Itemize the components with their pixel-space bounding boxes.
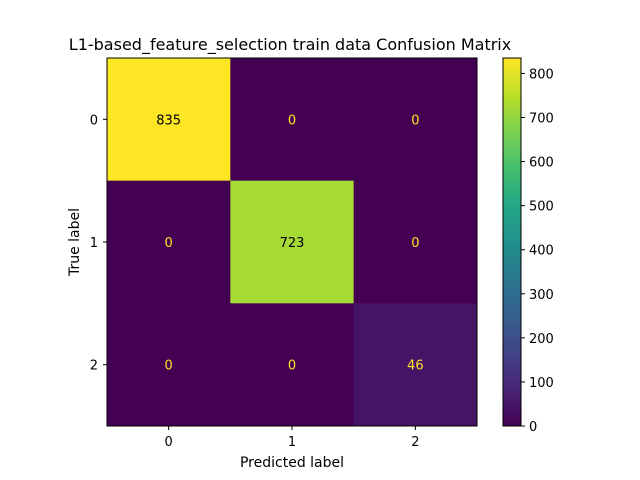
colorbar-tick-label: 500 [529,200,554,215]
colorbar-tick-label: 400 [529,244,554,259]
cell-value-label: 835 [156,113,181,128]
heatmap-cell [353,180,478,304]
colorbar [502,57,522,427]
y-tick-label: 1 [90,236,98,251]
y-axis-label: True label [67,208,83,277]
colorbar-tick-label: 600 [529,156,554,171]
x-tick-label: 1 [288,435,296,450]
heatmap-cell [107,58,231,182]
colorbar-tick-label: 0 [529,420,537,435]
x-tick-label: 2 [411,435,419,450]
colorbar-tick-label: 300 [529,288,554,303]
colorbar-tick-label: 800 [529,67,554,82]
colorbar-tick-label: 700 [529,111,554,126]
heatmap-cell [353,303,478,427]
heatmap-cell [107,180,231,304]
heatmap-cell [107,303,231,427]
cell-value-label: 0 [411,113,419,128]
chart-title: L1-based_feature_selection train data Co… [69,35,511,55]
x-tick-label: 0 [165,435,173,450]
cell-value-labels: 835 0 0 0 723 0 0 0 46 [156,113,423,373]
cell-value-label: 0 [288,113,296,128]
y-tick-label: 2 [90,359,98,374]
colorbar-ticks: 0 100 200 300 400 500 600 700 800 [521,67,554,435]
y-axis-ticks: 0 1 2 [90,113,107,374]
x-axis-label: Predicted label [240,455,344,471]
y-tick-label: 0 [90,113,98,128]
colorbar-tick-label: 100 [529,376,554,391]
cell-value-label: 0 [165,236,173,251]
cell-value-label: 0 [288,359,296,374]
cell-value-label: 0 [165,359,173,374]
x-axis-ticks: 0 1 2 [165,426,419,450]
colorbar-tick-label: 200 [529,332,554,347]
heatmap-cells [107,58,478,427]
cell-value-label: 46 [407,359,424,374]
heatmap-cell [230,180,355,304]
cell-value-label: 0 [411,236,419,251]
cell-value-label: 723 [280,236,305,251]
heatmap-cell [230,58,355,182]
heatmap-cell [353,58,478,182]
heatmap-cell [230,303,355,427]
